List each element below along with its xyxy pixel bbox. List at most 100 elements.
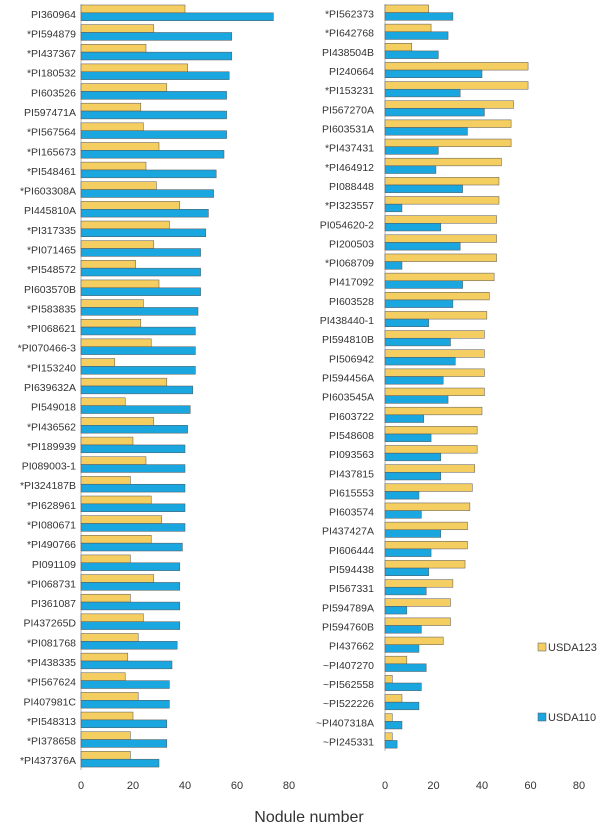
- bar-usda110: [80, 503, 186, 512]
- category-label: PI437815: [329, 468, 374, 480]
- category-label: PI603545A: [322, 392, 374, 404]
- category-label: PI506942: [329, 353, 374, 365]
- bar-usda123: [384, 81, 529, 90]
- bar-usda123: [384, 119, 512, 128]
- bar-usda123: [384, 675, 393, 684]
- x-tick-label: 40: [179, 780, 191, 792]
- bar-usda110: [80, 601, 181, 611]
- category-label: *PI548313: [27, 716, 76, 728]
- category-label: PI594760B: [322, 622, 374, 634]
- bar-usda123: [384, 694, 403, 703]
- bar-usda123: [384, 43, 412, 52]
- category-label: PI594438: [329, 564, 374, 576]
- category-label: PI639632A: [24, 382, 76, 394]
- category-label: ~PI245331: [323, 736, 374, 748]
- x-tick-label: 20: [427, 780, 439, 792]
- x-tick-label: 0: [382, 780, 388, 792]
- bar-usda110: [384, 548, 432, 557]
- category-label: PI603531A: [322, 124, 374, 136]
- bar-usda110: [80, 110, 227, 120]
- bar-usda110: [80, 150, 225, 159]
- bar-usda110: [80, 248, 201, 257]
- bar-usda123: [80, 574, 155, 583]
- bar-usda110: [384, 242, 461, 251]
- category-label: PI437427A: [322, 526, 374, 538]
- legend-label-usda123: USDA123: [548, 642, 597, 654]
- bar-usda110: [80, 51, 233, 61]
- bar-usda123: [384, 445, 478, 454]
- bar-usda123: [384, 138, 512, 147]
- bar-usda123: [384, 311, 488, 320]
- bar-usda110: [384, 414, 425, 423]
- x-tick-label: 60: [231, 780, 243, 792]
- bar-usda110: [80, 326, 196, 336]
- category-label: *PI490766: [27, 539, 76, 551]
- bar-usda110: [80, 208, 209, 218]
- category-label: PI200503: [329, 238, 374, 250]
- category-label: PI089003-1: [22, 461, 76, 473]
- bar-usda110: [384, 452, 442, 462]
- category-label: PI437265D: [23, 618, 76, 630]
- bar-usda123: [384, 598, 451, 607]
- bar-usda110: [384, 165, 437, 174]
- bar-usda123: [80, 260, 136, 269]
- bar-usda110: [80, 346, 196, 355]
- category-label: *PI567624: [27, 677, 76, 689]
- category-label: PI603528: [329, 296, 374, 308]
- bar-usda123: [384, 292, 490, 301]
- bar-usda123: [384, 713, 393, 722]
- bar-usda123: [384, 636, 444, 645]
- category-label: *PI068621: [27, 323, 76, 335]
- category-label: *PI437431: [325, 143, 374, 155]
- bar-usda123: [384, 4, 429, 13]
- bar-usda123: [384, 655, 408, 665]
- bar-usda123: [80, 338, 152, 347]
- category-label: *PI437376A: [20, 755, 76, 767]
- bar-usda123: [80, 397, 126, 406]
- bar-usda123: [80, 299, 144, 308]
- bar-usda110: [80, 464, 186, 473]
- legend-label-usda110: USDA110: [548, 712, 596, 724]
- category-label: *PI070466-3: [18, 343, 77, 355]
- category-label: *PI628961: [27, 500, 76, 512]
- bar-usda123: [80, 436, 134, 446]
- category-label: *PI068709: [325, 258, 374, 270]
- bar-usda123: [384, 464, 475, 473]
- x-tick-label: 40: [476, 780, 488, 792]
- bar-usda110: [80, 385, 194, 395]
- bar-usda123: [80, 456, 147, 465]
- bar-usda123: [80, 731, 131, 740]
- bar-usda110: [80, 700, 170, 709]
- category-label: ~PI407318A: [316, 717, 374, 729]
- bar-usda123: [384, 406, 483, 416]
- bar-usda110: [384, 184, 463, 193]
- bar-usda110: [384, 567, 429, 576]
- category-label: ~PI407270: [323, 660, 374, 672]
- bar-usda123: [80, 102, 142, 112]
- bar-usda110: [80, 739, 168, 748]
- bar-usda110: [80, 169, 217, 179]
- bar-usda123: [384, 234, 497, 243]
- bar-usda123: [80, 24, 155, 33]
- category-label: *PI081768: [27, 637, 76, 649]
- bar-usda110: [80, 130, 227, 139]
- bar-usda123: [80, 377, 168, 387]
- bar-usda123: [80, 279, 160, 289]
- left-chart-panel: PI360964 *PI594879 *PI437367 *PI180532 PI603…: [18, 4, 295, 792]
- category-label: PI606444: [329, 545, 374, 557]
- category-label: *PI548572: [27, 264, 76, 276]
- category-label: PI597471A: [24, 107, 76, 119]
- category-label: ~PI522226: [323, 698, 374, 710]
- bar-usda110: [80, 91, 227, 100]
- bar-usda123: [384, 100, 514, 109]
- bar-usda123: [384, 560, 466, 569]
- bar-usda110: [384, 644, 420, 653]
- bar-usda123: [384, 732, 393, 741]
- bar-usda110: [384, 376, 444, 385]
- bar-usda110: [384, 261, 403, 270]
- category-label: PI549018: [31, 402, 76, 414]
- bar-usda123: [384, 579, 454, 588]
- bar-usda110: [80, 621, 181, 630]
